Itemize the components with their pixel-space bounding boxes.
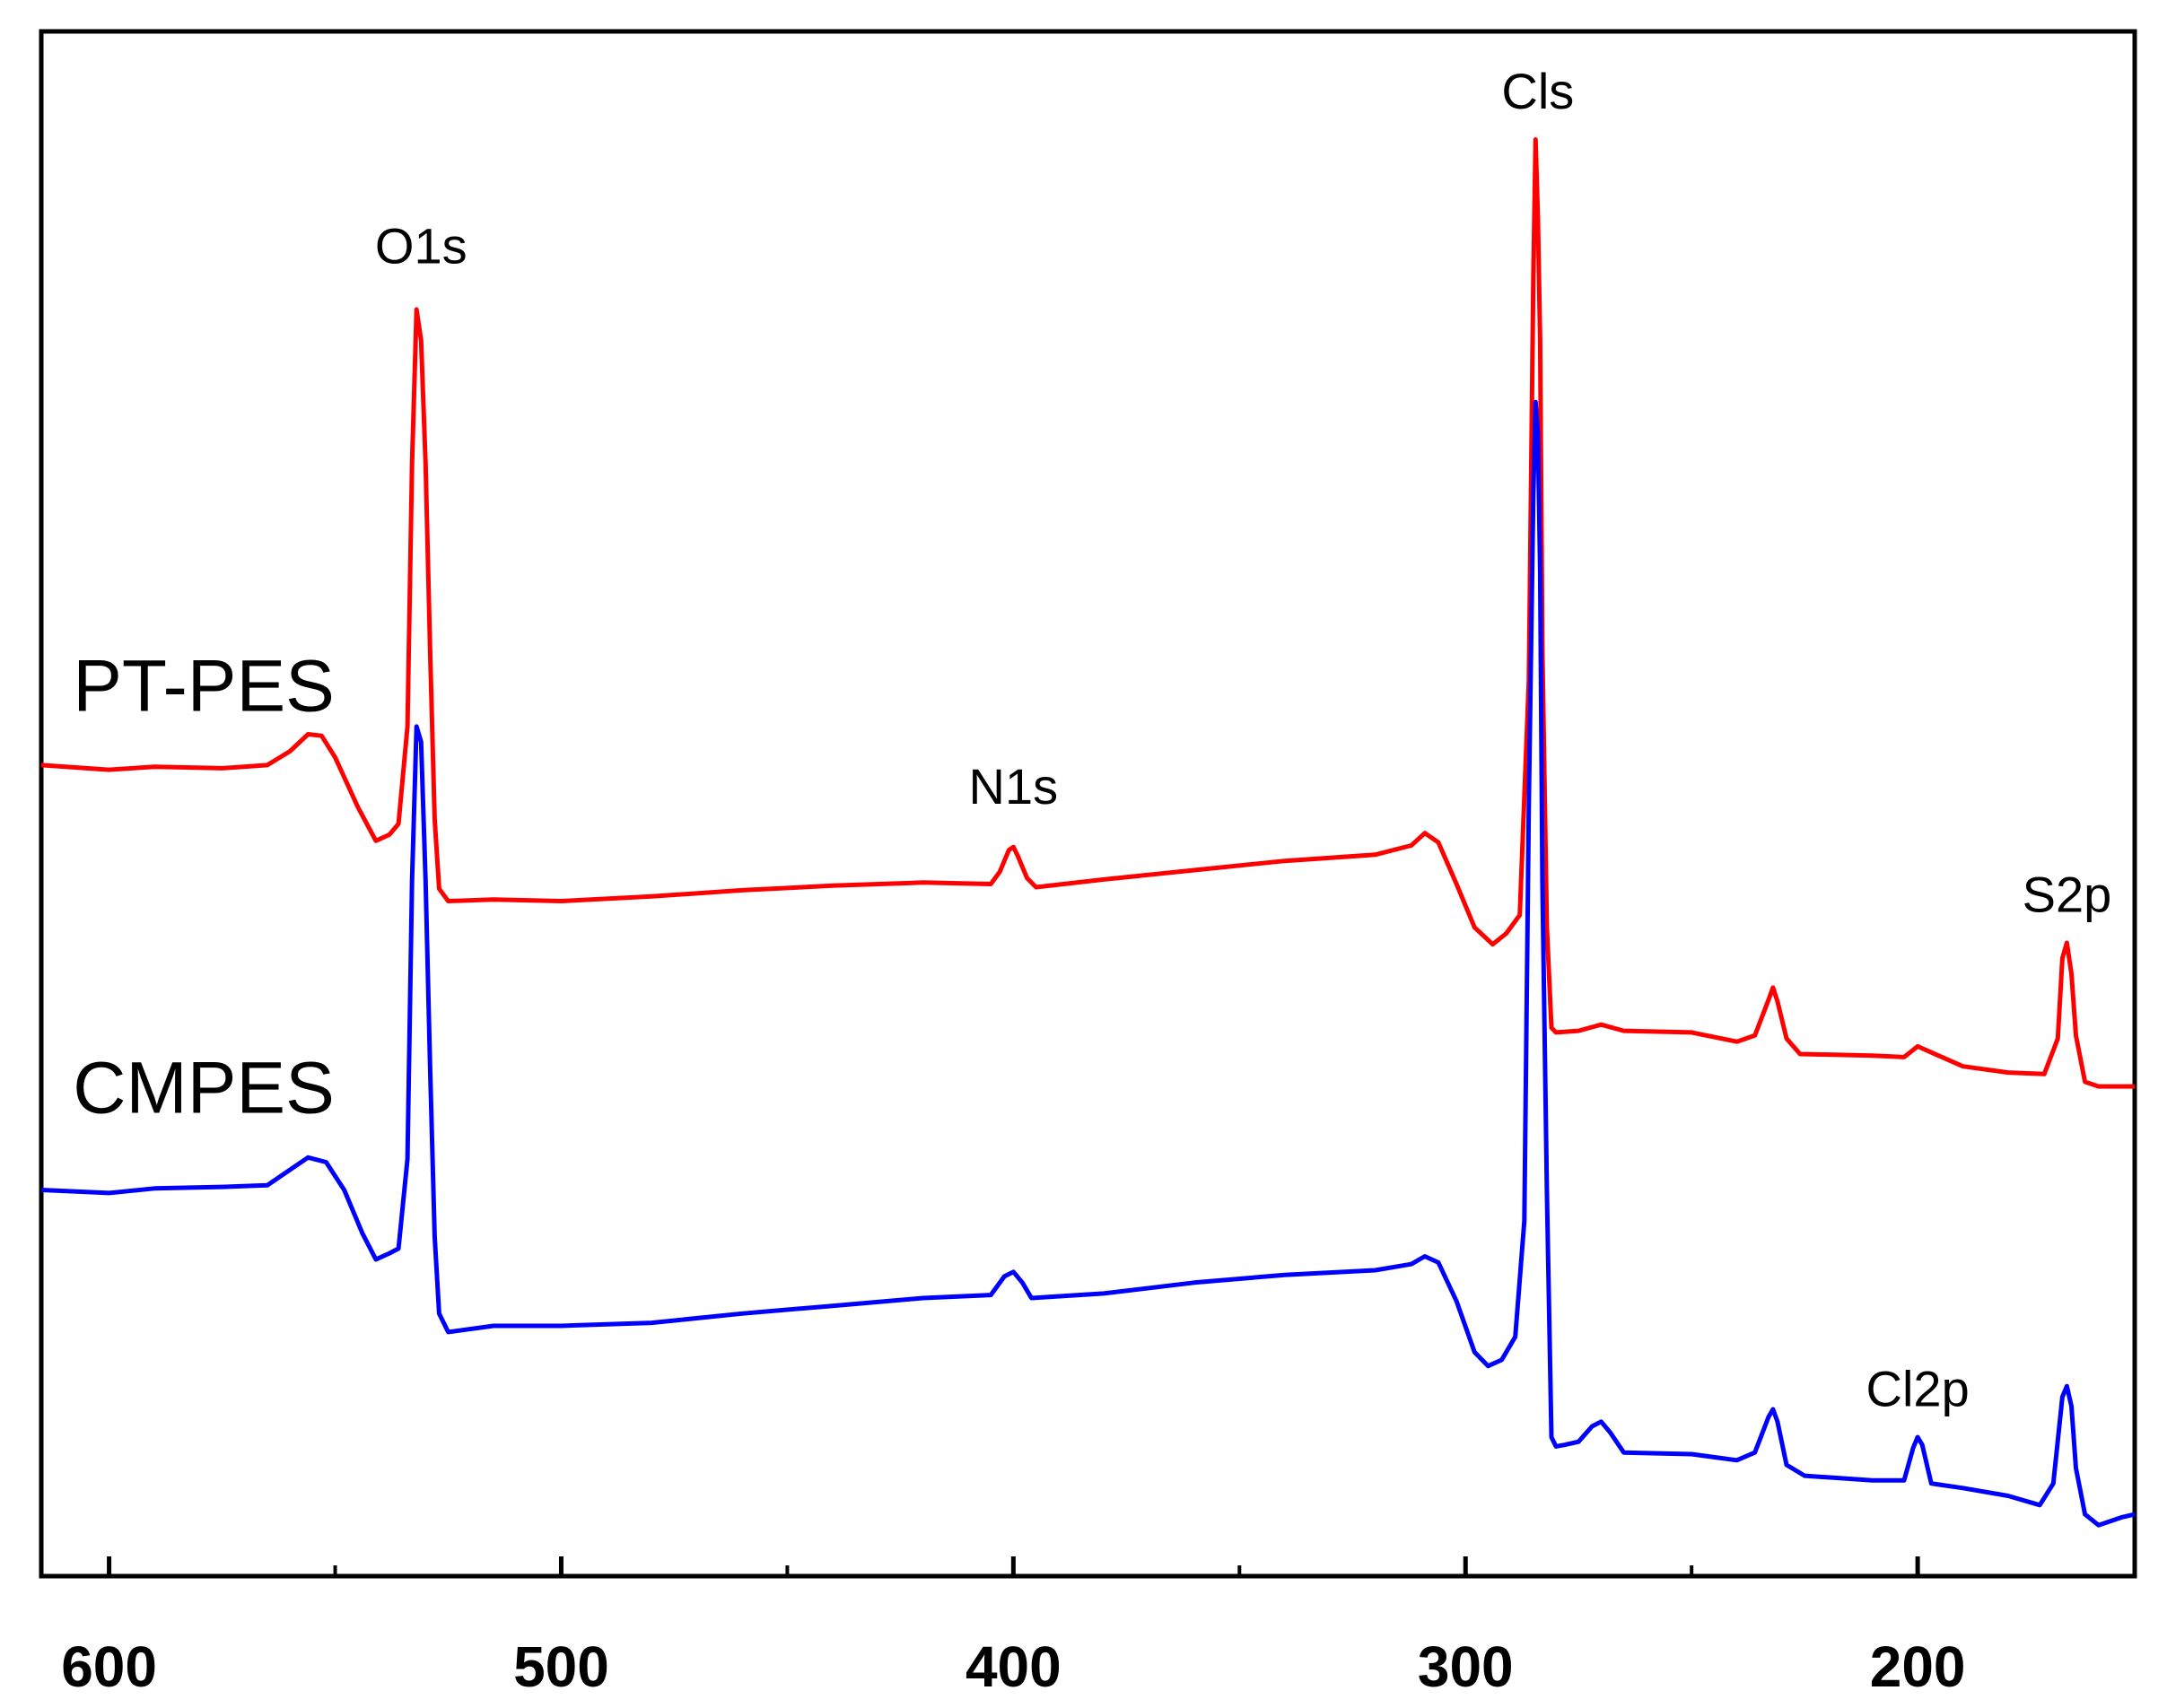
peak-annotations: O1s N1s Cls S2p Cl2p: [375, 63, 2111, 1416]
series-line-cmpes: [40, 399, 2136, 1528]
peak-annotation: N1s: [969, 758, 1059, 815]
series-labels: PT-PES CMPES: [73, 646, 335, 1129]
peak-annotation: Cl2p: [1866, 1361, 1970, 1417]
x-tick-label: 300: [1418, 1634, 1514, 1699]
x-tick-label: 200: [1870, 1634, 1966, 1699]
peak-annotation: O1s: [375, 217, 467, 274]
x-tick-label: 600: [61, 1634, 157, 1699]
series-label: CMPES: [73, 1047, 335, 1128]
series-lines: [40, 137, 2136, 1528]
peak-annotation: Cls: [1501, 63, 1574, 119]
series-line-pt-pes: [40, 137, 2135, 1089]
x-axis-ticks: [107, 1556, 1920, 1576]
x-tick-label: 400: [966, 1634, 1062, 1699]
x-axis-tick-labels: 600 500 400 300 200: [61, 1634, 1965, 1699]
series-label: PT-PES: [73, 646, 335, 728]
x-tick-label: 500: [513, 1634, 609, 1699]
plot-frame: [39, 29, 2137, 1579]
peak-annotation: S2p: [2023, 867, 2112, 923]
